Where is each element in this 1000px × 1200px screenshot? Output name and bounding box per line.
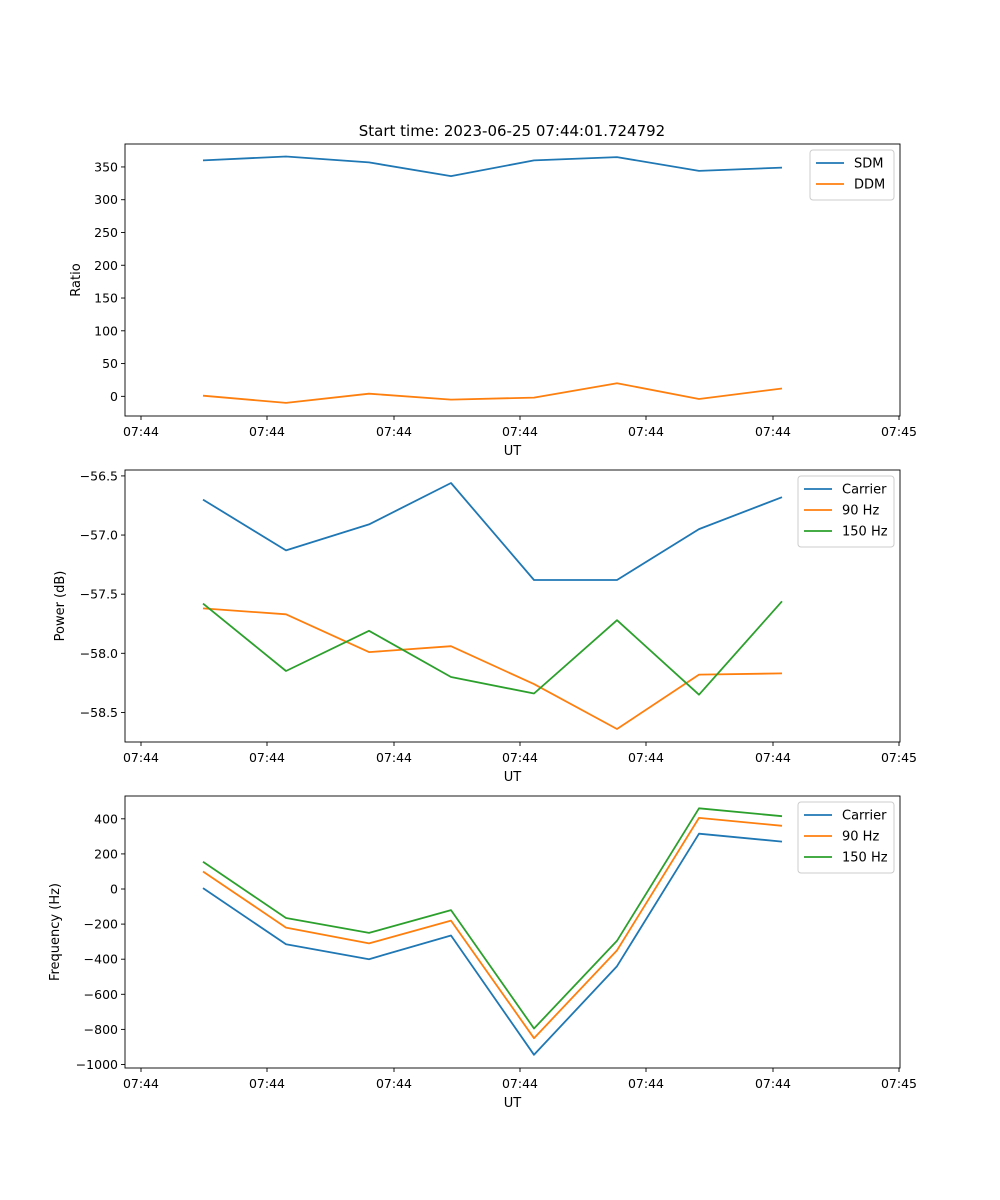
legend: Carrier 90 Hz 150 Hz <box>797 801 895 874</box>
y-tick-label: −57.0 <box>80 528 118 543</box>
legend-box <box>797 475 895 548</box>
axes-frame <box>124 469 901 743</box>
x-axis-label: UT <box>504 1096 522 1111</box>
x-tick-label: 07:44 <box>376 424 412 439</box>
y-tick-label: 400 <box>94 811 118 826</box>
y-axis-label: Frequency (Hz) <box>48 883 63 981</box>
legend: SDM DDM <box>809 149 895 201</box>
legend-entry: SDM <box>854 157 883 172</box>
y-tick-label: 0 <box>110 882 118 897</box>
legend-entry: 150 Hz <box>842 525 888 540</box>
series-line-carrier <box>202 832 783 1056</box>
chart-panel-1: 0 50 100 150 200 250 300 350 07:44 07:44 07:44 07:4… <box>69 143 917 459</box>
legend-entry: Carrier <box>842 809 887 824</box>
series-line-150-hz <box>202 600 783 696</box>
chart-panel-2: −58.5 −58.0 −57.5 −57.0 −56.5 07:44 07:44 07:44… <box>53 468 917 785</box>
y-tick-label: −400 <box>84 952 118 967</box>
series-line-sdm <box>202 155 783 178</box>
x-tick-label: 07:44 <box>123 750 159 765</box>
x-tick-label: 07:44 <box>376 750 412 765</box>
y-tick-label: 100 <box>94 323 118 338</box>
series-line-carrier <box>202 482 783 581</box>
y-axis-label: Ratio <box>69 263 84 296</box>
y-axis-label: Power (dB) <box>53 571 68 642</box>
x-tick-label: 07:44 <box>502 1076 538 1091</box>
y-tick-label: −800 <box>84 1022 118 1037</box>
y-tick-label: 300 <box>94 192 118 207</box>
legend-entry: 90 Hz <box>842 504 879 519</box>
y-tick-label: −57.5 <box>80 587 118 602</box>
y-tick-label: −58.0 <box>80 646 118 661</box>
x-tick-label: 07:44 <box>123 424 159 439</box>
x-tick-label: 07:45 <box>881 750 917 765</box>
legend-entry: Carrier <box>842 483 887 498</box>
x-tick-label: 07:44 <box>502 750 538 765</box>
legend-entry: 150 Hz <box>842 851 888 866</box>
legend: Carrier 90 Hz 150 Hz <box>797 475 895 548</box>
axes-frame <box>124 795 901 1069</box>
series-line-90-hz <box>202 607 783 730</box>
y-tick-label: 150 <box>94 291 118 306</box>
y-tick-label: 0 <box>110 389 118 404</box>
x-tick-label: 07:45 <box>881 1076 917 1091</box>
y-tick-label: −58.5 <box>80 705 118 720</box>
y-tick-label: 50 <box>102 356 118 371</box>
y-tick-label: 350 <box>94 159 118 174</box>
panels: 0 50 100 150 200 250 300 350 07:44 07:44 07:44 07:4… <box>48 143 917 1111</box>
y-tick-label: −1000 <box>76 1057 118 1072</box>
y-tick-label: −200 <box>84 917 118 932</box>
x-tick-label: 07:44 <box>502 424 538 439</box>
y-tick-label: 200 <box>94 846 118 861</box>
x-tick-label: 07:44 <box>755 1076 791 1091</box>
x-tick-label: 07:45 <box>881 424 917 439</box>
legend-entry: DDM <box>854 178 885 193</box>
y-tick-label: 200 <box>94 258 118 273</box>
x-tick-label: 07:44 <box>628 750 664 765</box>
series-line-ddm <box>202 382 783 404</box>
x-tick-label: 07:44 <box>249 424 285 439</box>
x-axis-label: UT <box>504 444 522 459</box>
x-tick-label: 07:44 <box>755 424 791 439</box>
x-tick-label: 07:44 <box>628 1076 664 1091</box>
x-tick-label: 07:44 <box>249 1076 285 1091</box>
x-tick-label: 07:44 <box>123 1076 159 1091</box>
series-line-90-hz <box>202 817 783 1040</box>
series-line-150-hz <box>202 807 783 1030</box>
y-tick-label: −56.5 <box>80 468 118 483</box>
legend-box <box>797 801 895 874</box>
x-tick-label: 07:44 <box>249 750 285 765</box>
legend-entry: 90 Hz <box>842 830 879 845</box>
axes-frame <box>124 143 901 417</box>
chart-panel-3: −1000 −800 −600 −400 −200 0 200 400 07:44 07:44 07… <box>48 795 917 1111</box>
x-tick-label: 07:44 <box>755 750 791 765</box>
x-tick-label: 07:44 <box>628 424 664 439</box>
x-axis-label: UT <box>504 770 522 785</box>
figure-title: Start time: 2023-06-25 07:44:01.724792 <box>359 122 665 140</box>
y-tick-label: −600 <box>84 987 118 1002</box>
y-tick-label: 250 <box>94 225 118 240</box>
x-tick-label: 07:44 <box>376 1076 412 1091</box>
